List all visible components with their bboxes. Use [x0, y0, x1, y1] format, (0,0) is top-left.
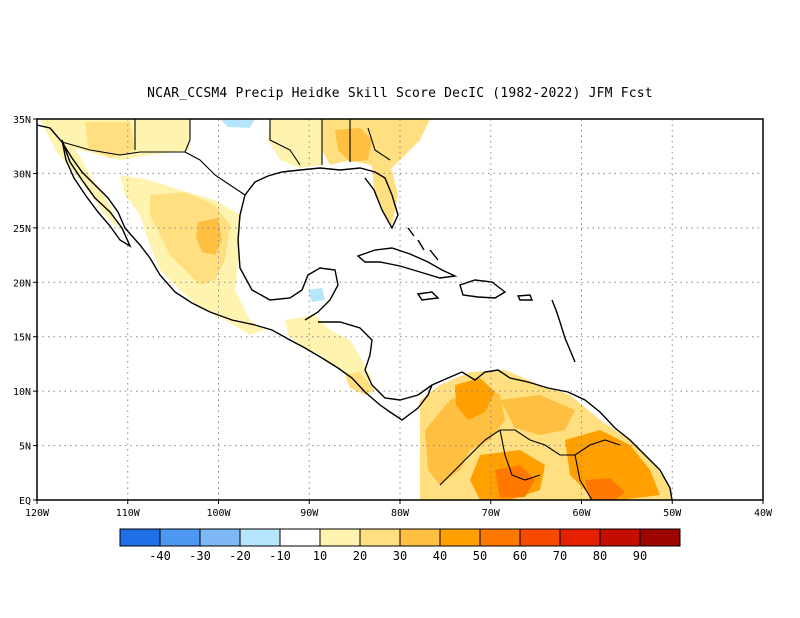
border-us-states: [134, 119, 391, 166]
plot-frame: [36, 118, 764, 501]
y-tick-label: 20N: [13, 278, 31, 289]
y-tick-label: 10N: [13, 387, 31, 398]
grid-lines: [37, 119, 763, 500]
colorbar-swatch: [519, 528, 561, 547]
colorbar-label: -30: [189, 549, 211, 563]
map-title: NCAR_CCSM4 Precip Heidke Skill Score Dec…: [147, 86, 653, 101]
shade-peak-northeast: [585, 478, 625, 500]
colorbar-swatch: [319, 528, 361, 547]
border-us-mexico: [61, 119, 246, 196]
coast-puerto-rico: [516, 294, 534, 301]
coast-bahamas: [407, 227, 439, 261]
shade-florida: [372, 165, 398, 225]
colorbar-label: 10: [313, 549, 327, 563]
shade-neg-1: [220, 119, 255, 128]
coastlines: [37, 119, 673, 500]
y-tick-label: 5N: [19, 442, 31, 453]
x-tick-label: 50W: [663, 508, 682, 519]
coast-mexico-gulf: [237, 194, 339, 321]
shade-arizona: [85, 122, 135, 158]
colorbar-swatch: [359, 528, 401, 547]
colorbar-swatch: [199, 528, 241, 547]
x-axis: 120W 110W 100W 90W 80W 70W 60W 50W 40W: [25, 500, 773, 519]
colorbar-swatch: [279, 528, 321, 547]
colorbar-label: -10: [269, 549, 291, 563]
colorbar-label: -40: [149, 549, 171, 563]
colorbar-swatch: [399, 528, 441, 547]
colorbar-label: 90: [633, 549, 647, 563]
y-tick-label: 30N: [13, 169, 31, 180]
colorbar-swatch: [439, 528, 481, 547]
shade-georgia: [335, 128, 372, 162]
x-tick-label: 40W: [754, 508, 773, 519]
shade-orinoco: [455, 378, 495, 420]
colorbar-label: 40: [433, 549, 447, 563]
shade-us-south-central: [268, 119, 322, 168]
colorbar-swatch: [159, 528, 201, 547]
x-tick-label: 100W: [206, 508, 231, 519]
shade-peak-amazon: [495, 465, 535, 498]
coast-pacific: [37, 124, 433, 421]
colorbar-label: 60: [513, 549, 527, 563]
border-sa: [439, 429, 621, 500]
colorbar-swatch: [119, 528, 161, 547]
x-tick-label: 110W: [116, 508, 141, 519]
y-tick-label: EQ: [19, 496, 31, 507]
colorbar-swatch: [639, 528, 681, 547]
y-tick-label: 25N: [13, 224, 31, 235]
skill-shading: [40, 119, 672, 500]
colorbar-label: 80: [593, 549, 607, 563]
y-axis: EQ 5N 10N 15N 20N 25N 30N 35N: [13, 115, 37, 507]
x-tick-label: 120W: [25, 508, 50, 519]
shade-central-america: [285, 315, 372, 385]
y-tick-label: 15N: [13, 333, 31, 344]
shade-mexico-peak: [196, 218, 222, 255]
colorbar-label: 20: [353, 549, 367, 563]
coast-hispaniola: [459, 279, 507, 299]
coast-caribbean-ca: [318, 321, 419, 401]
x-tick-label: 90W: [300, 508, 319, 519]
colorbar-swatch: [599, 528, 641, 547]
colorbar-swatch: [559, 528, 601, 547]
x-tick-label: 60W: [572, 508, 591, 519]
colorbar-swatch: [479, 528, 521, 547]
colorbar: -40 -30 -20 -10 10 20 30 40 50 60 70 80 90: [119, 528, 681, 563]
shade-mexico-core: [150, 192, 230, 285]
shade-neg-2: [308, 288, 325, 302]
coast-antilles: [551, 299, 576, 363]
y-tick-label: 35N: [13, 115, 31, 126]
colorbar-swatch: [239, 528, 281, 547]
coast-cuba: [356, 247, 458, 279]
coast-gulf: [244, 167, 399, 230]
colorbar-label: 30: [393, 549, 407, 563]
shade-venezuela: [500, 395, 575, 435]
coast-jamaica: [416, 291, 440, 301]
x-tick-label: 70W: [482, 508, 501, 519]
coast-baja: [61, 139, 132, 248]
colorbar-label: 70: [553, 549, 567, 563]
x-tick-label: 80W: [391, 508, 410, 519]
coast-south-america: [417, 369, 673, 500]
colorbar-label: 50: [473, 549, 487, 563]
colorbar-label: -20: [229, 549, 251, 563]
